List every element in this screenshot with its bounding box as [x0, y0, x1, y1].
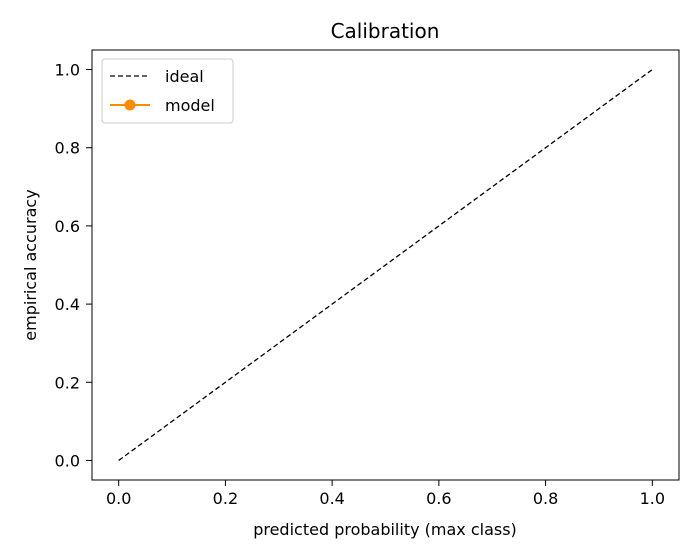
y-tick-label: 0.0	[55, 451, 80, 470]
x-axis-label: predicted probability (max class)	[253, 520, 517, 539]
series-line-ideal	[118, 69, 653, 461]
legend-label-model: model	[165, 96, 215, 115]
y-tick-label: 1.0	[55, 61, 80, 80]
series-layer	[118, 69, 653, 461]
chart-title: Calibration	[331, 19, 440, 43]
y-tick-label: 0.2	[55, 373, 80, 392]
y-tick-label: 0.8	[55, 139, 80, 158]
y-axis-ticks: 0.0 0.2 0.4 0.6 0.8 1.0	[55, 61, 92, 470]
y-tick-label: 0.6	[55, 217, 80, 236]
x-tick-label: 0.0	[106, 489, 131, 508]
y-tick-label: 0.4	[55, 295, 80, 314]
x-tick-label: 0.2	[213, 489, 238, 508]
x-tick-label: 0.4	[319, 489, 344, 508]
x-tick-label: 1.0	[640, 489, 665, 508]
legend-label-ideal: ideal	[165, 67, 204, 86]
legend: ideal model	[101, 58, 234, 124]
x-tick-label: 0.8	[533, 489, 558, 508]
x-tick-label: 0.6	[426, 489, 451, 508]
legend-items: ideal model	[110, 67, 215, 115]
x-axis-ticks: 0.0 0.2 0.4 0.6 0.8 1.0	[106, 480, 665, 508]
y-axis-label: empirical accuracy	[21, 189, 40, 340]
plot-frame	[91, 49, 680, 481]
legend-marker-model	[124, 99, 136, 111]
